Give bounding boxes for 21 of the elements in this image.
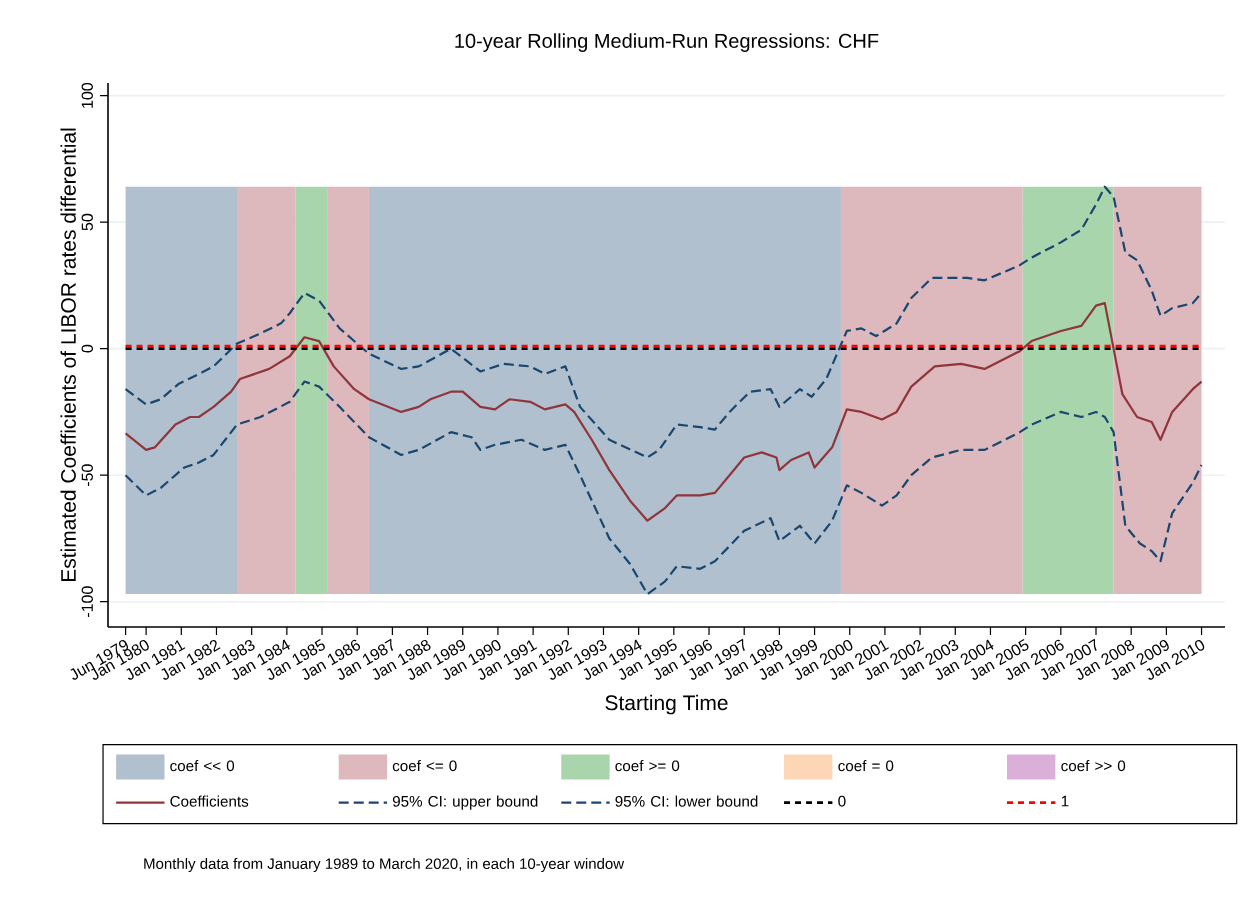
- y-tick-label: -100: [81, 586, 93, 617]
- line-series: [124, 380, 1203, 596]
- legend-label: 1: [1061, 795, 1069, 807]
- legend-label: 0: [838, 795, 846, 807]
- y-tick-label: -50: [81, 464, 93, 487]
- x-axis-title: Starting Time: [605, 694, 728, 715]
- legend-label: coef << 0: [170, 760, 235, 772]
- y-axis-title: Estimated Coefficients of LIBOR rates differential: [60, 128, 76, 582]
- legend-label: coef >= 0: [615, 760, 680, 772]
- legend-label: coef = 0: [838, 760, 894, 772]
- legend-label: Coefficients: [170, 795, 249, 807]
- y-tick-label: 0: [81, 344, 93, 353]
- line-series: [124, 302, 1203, 522]
- chart-title: 10-year Rolling Medium-Run Regressions: CHF: [455, 33, 879, 52]
- legend-label: 95% CI: lower bound: [615, 795, 758, 807]
- legend-label: coef <= 0: [392, 760, 457, 772]
- text: Monthly data from January 1989 to March 2020, in each 10-year window: [144, 858, 625, 872]
- y-tick-label: 100: [81, 82, 93, 108]
- legend-label: coef >> 0: [1061, 760, 1126, 772]
- y-tick-label: 50: [81, 213, 93, 231]
- legend-label: 95% CI: upper bound: [392, 795, 538, 810]
